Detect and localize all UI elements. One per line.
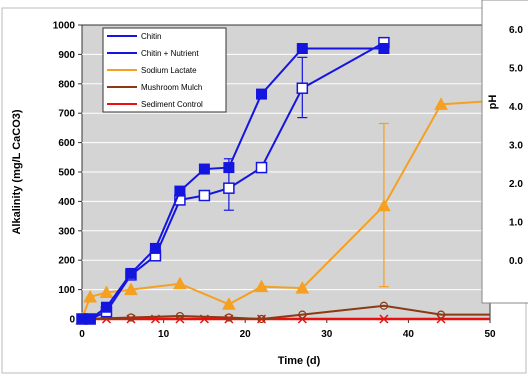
data-point	[379, 314, 389, 324]
y-tick-label-0: 0	[69, 315, 75, 326]
data-point	[83, 289, 98, 303]
data-point	[378, 43, 390, 55]
legend-entry: Chitin	[107, 32, 161, 41]
legend: Chitin Chitin + Nutrient Sodium Lactate Mus…	[102, 27, 227, 113]
data-point	[257, 314, 266, 324]
x-tick-label-10: 10	[158, 329, 170, 340]
x-axis-label: Time (d)	[278, 355, 321, 367]
data-point	[223, 182, 235, 194]
data-point	[295, 281, 310, 294]
data-point	[126, 313, 136, 322]
legend-entry: Chitin + Nutrient	[107, 49, 199, 58]
overlay-tick-label-5.0: 5.0	[509, 64, 523, 75]
data-point	[222, 297, 236, 310]
legend-label: Chitin + Nutrient	[141, 49, 199, 58]
data-point	[124, 282, 138, 296]
data-point	[377, 198, 391, 212]
data-point	[198, 163, 210, 175]
data-point	[175, 311, 185, 321]
data-point	[174, 185, 186, 197]
data-point	[256, 88, 268, 100]
data-point	[149, 242, 161, 254]
data-point	[100, 301, 112, 313]
legend-entry: Mushroom Mulch	[107, 83, 202, 92]
x-tick-label-50: 50	[484, 329, 496, 340]
overlay-tick-label-6.0: 6.0	[509, 25, 523, 36]
data-point	[434, 97, 448, 110]
overlay-panel	[481, 0, 528, 304]
overlay-tick-label-3.0: 3.0	[509, 141, 523, 152]
overlay-axis-ticks: 6.0 5.0 4.0 3.0 2.0 1.0 0.0	[509, 25, 523, 267]
legend-label: Sediment Control	[141, 100, 203, 109]
overlay-tick-label-4.0: 4.0	[509, 102, 523, 113]
y-tick-label-200: 200	[58, 256, 75, 267]
data-point	[224, 314, 234, 324]
data-point	[436, 310, 446, 319]
data-point	[255, 161, 268, 174]
x-tick-label-40: 40	[403, 329, 415, 340]
data-point	[173, 276, 187, 290]
y-tick-label-500: 500	[58, 168, 75, 179]
legend-label: Mushroom Mulch	[141, 83, 202, 92]
x-tick-label-0: 0	[79, 329, 85, 340]
overlay-tick-label-0.0: 0.0	[509, 256, 523, 267]
legend-entry: Sodium Lactate	[107, 66, 197, 75]
x-tick-label-20: 20	[240, 329, 252, 340]
y-axis-label: Alkalinity (mg/L CaCO3)	[11, 109, 23, 234]
data-point	[379, 301, 389, 310]
y-tick-label-400: 400	[58, 197, 75, 208]
legend-label: Sodium Lactate	[141, 66, 197, 75]
series-chitin	[76, 43, 390, 325]
overlay-tick-label-2.0: 2.0	[509, 179, 523, 190]
y-tick-label-300: 300	[58, 226, 75, 237]
series-layer	[75, 36, 490, 325]
y-tick-label-100: 100	[58, 285, 75, 296]
data-point	[84, 313, 96, 325]
legend-entry: Sediment Control	[107, 100, 203, 109]
legend-label: Chitin	[141, 32, 161, 41]
y-axis-ticks: 0 100 200 300 400 500 600 700 800 900 1000	[53, 21, 82, 326]
overlay-axis-label: pH	[487, 95, 499, 110]
data-point	[126, 314, 136, 324]
data-point	[296, 43, 308, 55]
y-tick-label-1000: 1000	[53, 21, 76, 32]
y-tick-label-600: 600	[58, 138, 75, 149]
x-tick-label-30: 30	[321, 329, 333, 340]
y-tick-label-800: 800	[58, 79, 75, 90]
data-point	[125, 267, 137, 279]
series-sodium-lactate	[75, 97, 490, 325]
y-tick-label-700: 700	[58, 109, 75, 120]
data-point	[254, 279, 269, 293]
data-point	[198, 189, 211, 202]
data-point	[99, 285, 114, 299]
overlay-tick-label-1.0: 1.0	[509, 218, 523, 229]
data-point	[224, 313, 233, 322]
data-point	[296, 82, 309, 94]
data-point	[298, 310, 307, 319]
series-line	[81, 304, 490, 321]
data-point	[223, 162, 235, 174]
y-tick-label-900: 900	[58, 50, 75, 61]
